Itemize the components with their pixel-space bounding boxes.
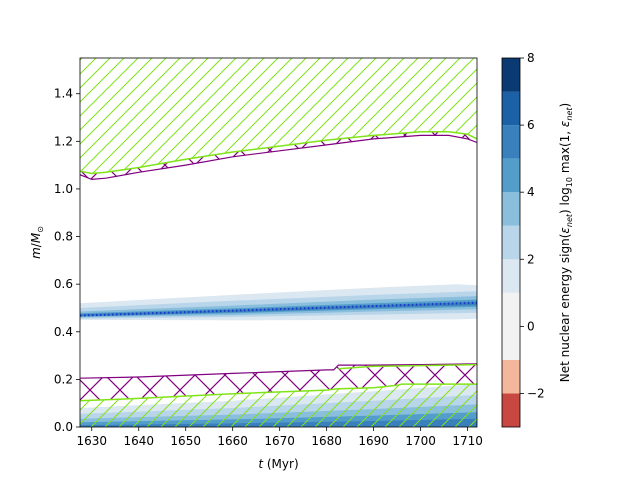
y-tick-label-3: 0.6 [54, 277, 73, 291]
colorbar-tick-label-3: 4 [527, 185, 535, 199]
colorbar-segment-7 [502, 125, 520, 159]
colorbar-tick-label-4: 6 [527, 118, 535, 132]
envelope-overshoot-boundary [80, 134, 477, 181]
y-tick-label-0: 0.0 [54, 420, 73, 434]
colorbar-segment-9 [502, 58, 520, 92]
y-tick-label-2: 0.4 [54, 325, 73, 339]
envelope-convection-region [80, 58, 477, 174]
shell-band-level-5 [80, 302, 477, 317]
y-tick-label-6: 1.2 [54, 134, 73, 148]
colorbar-tick-label-5: 8 [527, 51, 535, 65]
x-tick-label-1690: 1690 [358, 434, 389, 448]
x-tick-label-1670: 1670 [264, 434, 295, 448]
envelope-convection-boundary [80, 131, 477, 175]
colorbar-ticks: −2 0 2 4 6 8 [520, 51, 545, 400]
colorbar-segment-0 [502, 393, 520, 427]
core-convection-region [80, 384, 477, 427]
colorbar-segment-6 [502, 158, 520, 193]
y-tick-label-4: 0.8 [54, 230, 73, 244]
core-overshoot-region [80, 363, 477, 401]
colorbar-segment-8 [502, 91, 520, 126]
x-tick-label-1630: 1630 [76, 434, 107, 448]
colorbar-frame [501, 57, 521, 428]
colorbar-segment-3 [502, 259, 520, 293]
core-convection-boundary [80, 383, 477, 402]
x-axis-label: t (Myr) [258, 457, 298, 471]
x-tick-label-1710: 1710 [452, 434, 483, 448]
y-axis: 0.0 0.2 0.4 0.6 0.8 1.0 1.2 1.4 [54, 87, 80, 434]
y-axis-label: m/M⊙ [29, 226, 45, 259]
colorbar-label: Net nuclear energy sign(εnet) log10 max(… [558, 103, 574, 382]
x-tick-label-1640: 1640 [123, 434, 154, 448]
y-tick-label-1: 0.2 [54, 372, 73, 386]
plot-area [80, 58, 477, 427]
colorbar [502, 58, 520, 427]
colorbar-segment-1 [502, 359, 520, 394]
colorbar-tick-label-2: 2 [527, 252, 535, 266]
y-tick-label-5: 1.0 [54, 182, 73, 196]
x-tick-label-1660: 1660 [217, 434, 248, 448]
envelope-overshoot-region [80, 131, 477, 180]
colorbar-segment-5 [502, 192, 520, 226]
core-upper-convection-boundary [338, 363, 477, 370]
x-axis: 1630 1640 1650 1660 1670 1680 1690 1700 1710 [76, 427, 483, 448]
colorbar-segment-4 [502, 225, 520, 260]
plot-frame [79, 57, 478, 428]
x-tick-label-1700: 1700 [405, 434, 436, 448]
colorbar-tick-label-0: −2 [527, 386, 545, 400]
x-tick-label-1650: 1650 [170, 434, 201, 448]
x-tick-label-1680: 1680 [311, 434, 342, 448]
core-overshoot-boundary [80, 363, 477, 379]
colorbar-tick-label-1: 0 [527, 319, 535, 333]
colorbar-segment-2 [502, 292, 520, 360]
y-tick-label-7: 1.4 [54, 87, 73, 101]
